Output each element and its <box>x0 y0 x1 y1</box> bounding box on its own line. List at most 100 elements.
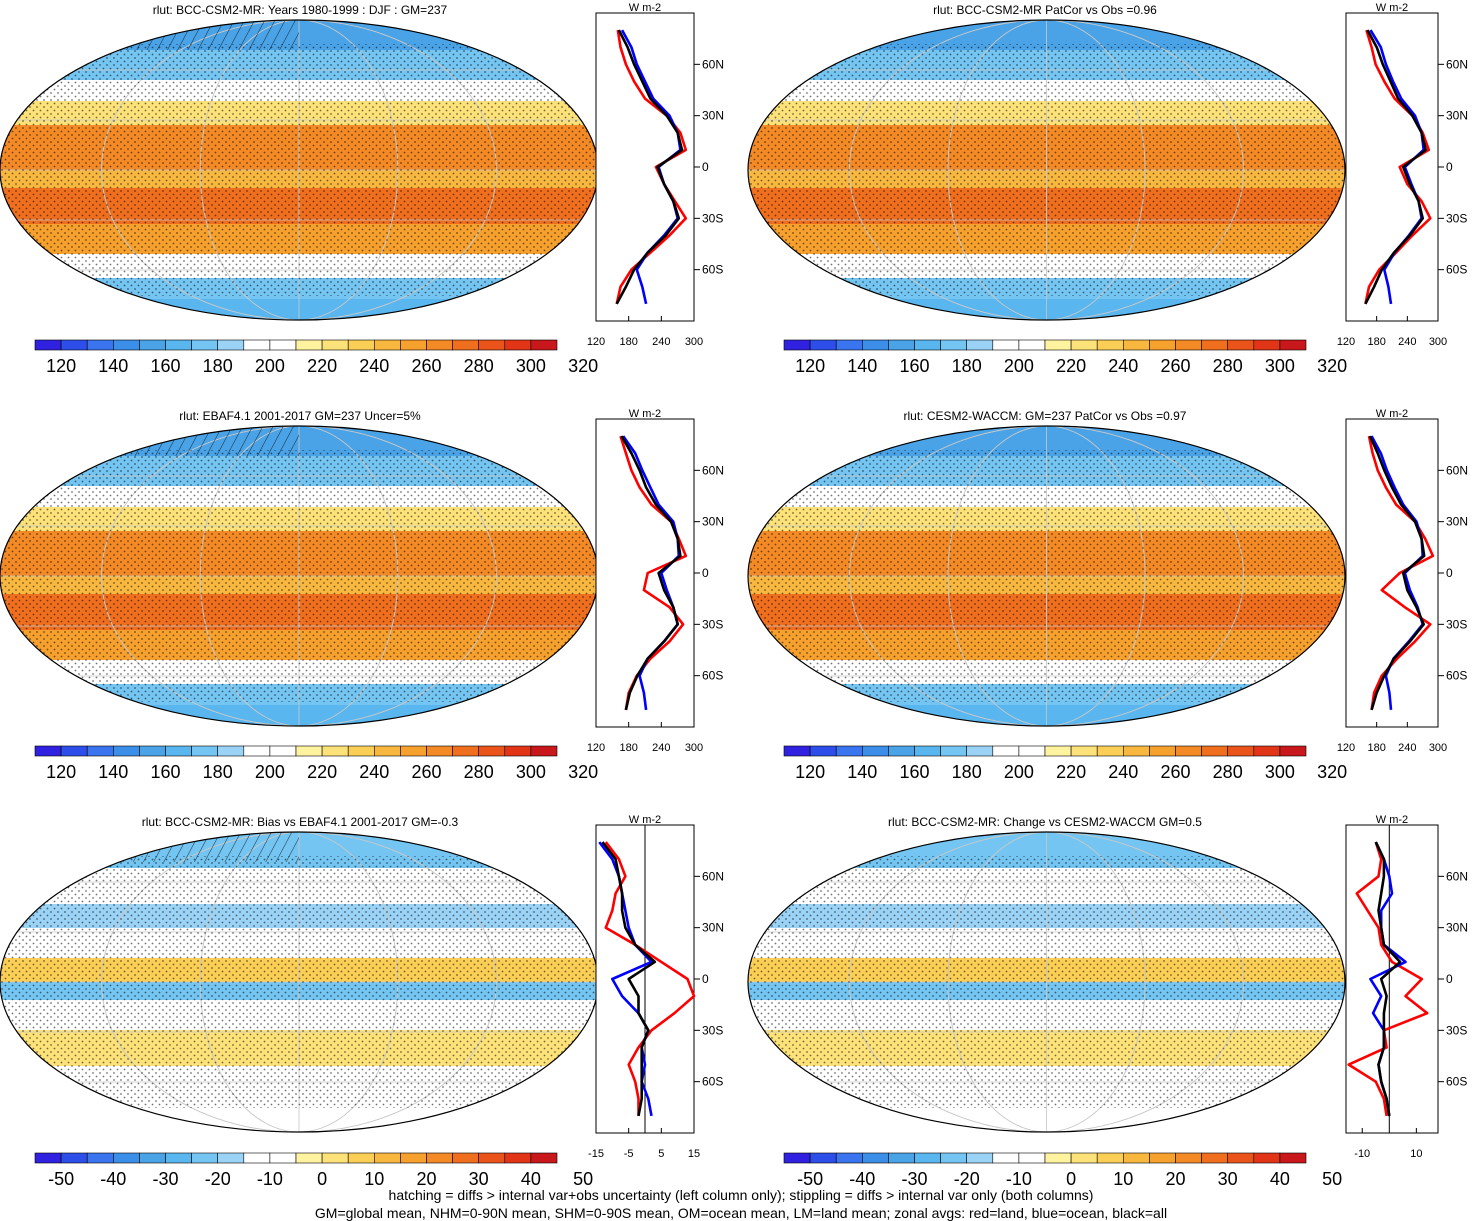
colorbar-tick-label: 30 <box>1218 1169 1238 1189</box>
colorbar-tick-label: 320 <box>568 356 598 376</box>
colorbar-box <box>1070 745 1098 757</box>
colorbar-tick-label: 280 <box>1213 356 1243 376</box>
panel-5: rlut: BCC-CSM2-MR: Bias vs EBAF4.1 2001-… <box>0 814 724 1189</box>
zonal-lat-label: 30S <box>1446 1023 1467 1037</box>
colorbar-tick-label: -40 <box>849 1169 875 1189</box>
colorbar-tick-label: 220 <box>1056 356 1086 376</box>
colorbar-box <box>60 745 88 757</box>
colorbar-box <box>426 745 453 757</box>
colorbar-box <box>940 339 967 351</box>
colorbar-box <box>373 339 401 351</box>
colorbar-tick-label: 240 <box>1108 762 1138 782</box>
zonal-lat-label: 30N <box>1446 109 1468 123</box>
colorbar-box <box>426 1152 453 1164</box>
colorbar-tick-label: 180 <box>203 356 233 376</box>
zonal-units-label: W m-2 <box>629 408 661 420</box>
colorbar-box <box>34 745 62 757</box>
colorbar-box <box>373 1152 401 1164</box>
zonal-units-label: W m-2 <box>1376 814 1408 826</box>
zonal-x-tick-label: 10 <box>1410 1148 1422 1160</box>
zonal-x-tick-label: 240 <box>652 742 670 754</box>
colorbar-box <box>783 1152 811 1164</box>
colorbar-box <box>1123 339 1150 351</box>
zonal-x-tick-label: 15 <box>688 1148 700 1160</box>
zonal-x-tick-label: 120 <box>1337 742 1355 754</box>
colorbar-box <box>321 339 349 351</box>
panel-title: rlut: BCC-CSM2-MR: Change vs CESM2-WACCM… <box>888 815 1202 829</box>
colorbar-box <box>888 745 915 757</box>
colorbar-box <box>1175 745 1202 757</box>
colorbar-box <box>1253 1152 1281 1164</box>
zonal-lat-label: 60S <box>1446 1075 1467 1089</box>
colorbar-tick-label: -50 <box>797 1169 823 1189</box>
colorbar-box <box>1123 1152 1150 1164</box>
zonal-lat-label: 30S <box>702 211 723 225</box>
colorbar-box <box>1044 745 1072 757</box>
colorbar-box <box>1175 1152 1202 1164</box>
colorbar-box <box>60 339 88 351</box>
stippling <box>0 44 598 296</box>
colorbar-box <box>295 745 323 757</box>
colorbar-box <box>835 745 863 757</box>
colorbar-box <box>1253 745 1281 757</box>
zonal-mean-plot: W m-2 60N 30N 0 30S 60S 120 180 240 300 <box>1337 2 1468 348</box>
colorbar-box <box>400 339 427 351</box>
zonal-x-tick-label: -10 <box>1354 1148 1370 1160</box>
zonal-lat-label: 30N <box>702 515 724 529</box>
colorbar-tick-label: 280 <box>464 762 494 782</box>
colorbar-box <box>783 745 811 757</box>
colorbar-box <box>914 339 941 351</box>
zonal-lat-label: 0 <box>702 160 709 174</box>
zonal-x-tick-label: -5 <box>624 1148 634 1160</box>
zonal-frame <box>1345 12 1439 322</box>
colorbar-box <box>86 1152 114 1164</box>
zonal-lat-label: 30S <box>702 1023 723 1037</box>
colorbar-box <box>139 745 166 757</box>
zonal-mean-plot: W m-2 60N 30N 0 30S 60S 120 180 240 300 <box>1337 408 1468 754</box>
colorbar-box <box>426 339 453 351</box>
zonal-x-tick-label: 300 <box>1429 336 1447 348</box>
zonal-x-tick-label: 5 <box>658 1148 664 1160</box>
colorbar-box <box>1070 339 1098 351</box>
zonal-x-tick-label: 180 <box>619 336 637 348</box>
colorbar: -50 -40 -30 -20 -10 0 10 20 30 40 50 <box>34 1152 593 1189</box>
colorbar-tick-label: -20 <box>205 1169 231 1189</box>
colorbar-box <box>1018 745 1046 757</box>
colorbar-box <box>452 745 480 757</box>
world-map <box>0 19 599 321</box>
hatching <box>89 426 299 456</box>
hatching <box>89 20 299 50</box>
colorbar-box <box>504 745 532 757</box>
zonal-x-tick-label: 180 <box>619 742 637 754</box>
colorbar: 120 140 160 180 200 220 240 260 280 300 320 <box>34 745 598 782</box>
zonal-lat-label: 60N <box>702 869 724 883</box>
colorbar-box <box>217 1152 245 1164</box>
colorbar-tick-label: 50 <box>573 1169 593 1189</box>
colorbar-tick-label: 40 <box>1270 1169 1290 1189</box>
zonal-units-label: W m-2 <box>1376 408 1408 420</box>
colorbar-box <box>34 339 62 351</box>
zonal-x-tick-label: 240 <box>1398 742 1416 754</box>
map-outline <box>747 19 1346 321</box>
zonal-lat-label: 60N <box>1446 57 1468 71</box>
zonal-lat-label: 30N <box>702 109 724 123</box>
zonal-mean-plot: W m-2 60N 30N 0 30S 60S -15 -5 5 15 <box>588 814 724 1160</box>
colorbar-box <box>165 745 192 757</box>
colorbar-box <box>861 745 889 757</box>
zonal-x-tick-label: 240 <box>652 336 670 348</box>
colorbar-tick-label: 220 <box>307 762 337 782</box>
colorbar-tick-label: 160 <box>899 356 929 376</box>
colorbar-box <box>530 339 558 351</box>
colorbar-tick-label: -20 <box>954 1169 980 1189</box>
colorbar-box <box>452 339 480 351</box>
colorbar-box <box>243 1152 271 1164</box>
colorbar-tick-label: 300 <box>516 762 546 782</box>
hatching <box>89 832 299 862</box>
colorbar-box <box>86 339 114 351</box>
colorbar-box <box>1201 339 1228 351</box>
world-map <box>0 831 599 1133</box>
colorbar-box <box>243 339 271 351</box>
colorbar-box <box>347 745 375 757</box>
colorbar-box <box>139 339 166 351</box>
colorbar-box <box>1096 745 1124 757</box>
